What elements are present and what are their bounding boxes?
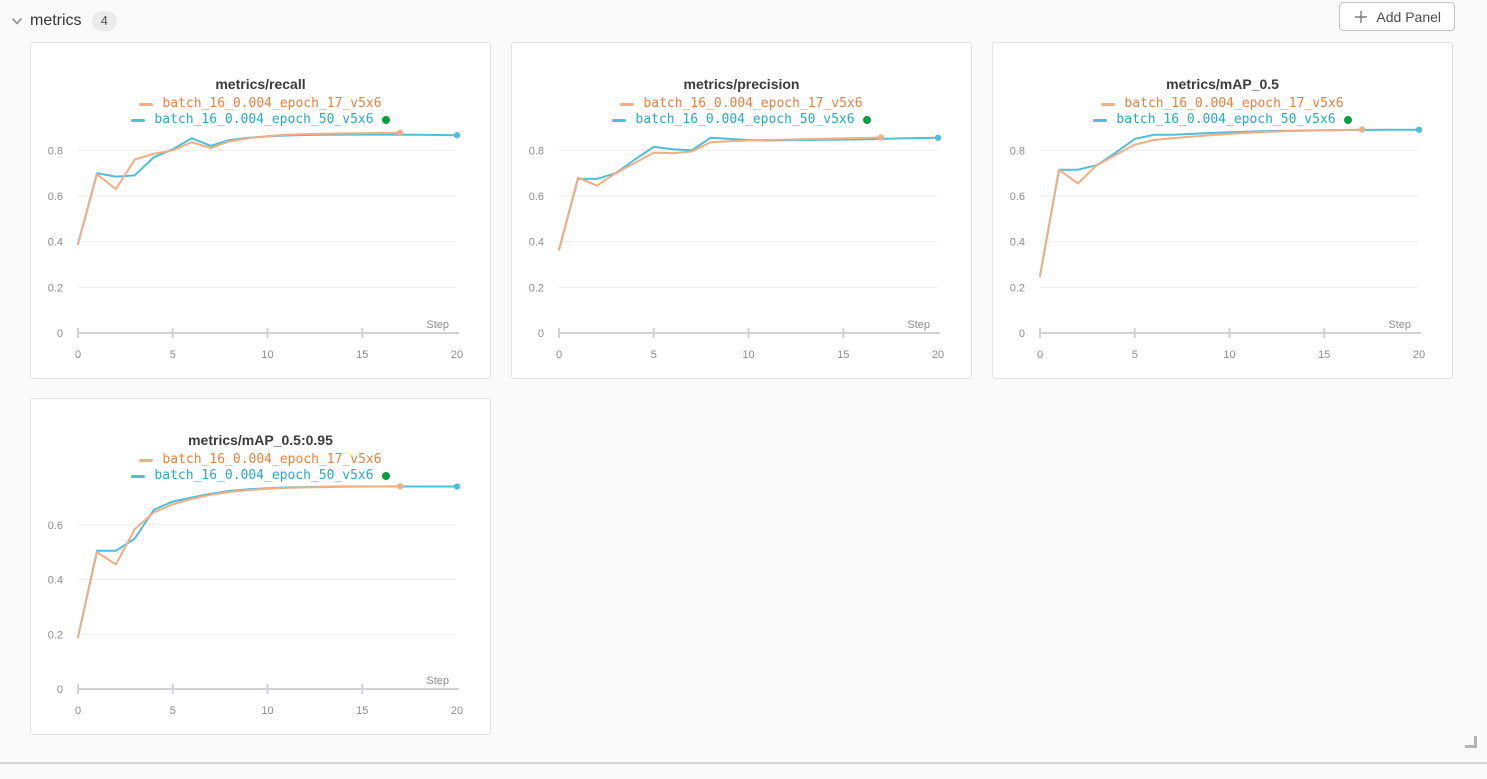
metric-panel[interactable]: metrics/recall batch_16_0.004_epoch_17_v… [30, 42, 491, 379]
section-title: metrics [30, 12, 82, 29]
chart-legend: batch_16_0.004_epoch_17_v5x6 batch_16_0.0… [31, 452, 490, 484]
svg-text:0.4: 0.4 [48, 237, 63, 249]
svg-text:0.4: 0.4 [529, 237, 544, 249]
svg-text:0.4: 0.4 [1010, 237, 1025, 249]
svg-text:20: 20 [932, 349, 944, 361]
panel-count-badge: 4 [91, 11, 117, 31]
legend-line-swatch [131, 118, 146, 122]
legend-run-name: batch_16_0.004_epoch_17_v5x6 [1124, 96, 1344, 111]
legend-line-swatch [620, 102, 635, 106]
svg-text:10: 10 [1223, 349, 1235, 361]
line-chart: 0 0.2 0.4 0.6 0.8 0 5 10 15 20 Step [1010, 126, 1425, 361]
svg-text:15: 15 [356, 349, 368, 361]
svg-text:20: 20 [451, 349, 463, 361]
legend-run-name: batch_16_0.004_epoch_50_v5x6 [154, 468, 374, 483]
line-chart: 0 0.2 0.4 0.6 0.8 0 5 10 15 20 Step [529, 134, 944, 361]
active-run-dot [862, 116, 871, 124]
legend-line-swatch [131, 474, 146, 478]
svg-text:10: 10 [742, 349, 754, 361]
svg-text:10: 10 [261, 349, 273, 361]
legend-run-name: batch_16_0.004_epoch_50_v5x6 [1116, 112, 1336, 127]
chart-title: metrics/recall [215, 76, 306, 92]
section-resize-handle[interactable] [1465, 736, 1477, 748]
svg-text:0: 0 [57, 328, 63, 340]
svg-text:0.6: 0.6 [529, 191, 544, 203]
svg-text:0.4: 0.4 [48, 575, 63, 587]
chevron-down-icon[interactable] [8, 12, 26, 30]
svg-text:0.8: 0.8 [529, 145, 544, 157]
metric-panel[interactable]: metrics/mAP_0.5:0.95 batch_16_0.004_epoc… [30, 398, 491, 735]
svg-text:0: 0 [75, 349, 81, 361]
legend-run-name: batch_16_0.004_epoch_17_v5x6 [162, 452, 382, 467]
svg-text:15: 15 [356, 705, 368, 717]
legend-entry[interactable]: batch_16_0.004_epoch_50_v5x6 [31, 468, 490, 484]
legend-run-name: batch_16_0.004_epoch_50_v5x6 [154, 112, 374, 127]
legend-entry[interactable]: batch_16_0.004_epoch_17_v5x6 [31, 96, 490, 112]
legend-run-name: batch_16_0.004_epoch_17_v5x6 [162, 96, 382, 111]
svg-text:10: 10 [261, 705, 273, 717]
svg-text:0: 0 [1037, 349, 1043, 361]
svg-text:20: 20 [1413, 349, 1425, 361]
chart-legend: batch_16_0.004_epoch_17_v5x6 batch_16_0.0… [993, 96, 1452, 128]
svg-text:5: 5 [651, 349, 657, 361]
svg-text:0: 0 [556, 349, 562, 361]
svg-text:0: 0 [75, 705, 81, 717]
svg-text:0.6: 0.6 [1010, 191, 1025, 203]
active-run-dot [381, 116, 390, 124]
line-chart: 0 0.2 0.4 0.6 0.8 0 5 10 15 20 Step [48, 129, 463, 361]
legend-line-swatch [139, 458, 154, 462]
legend-line-swatch [1093, 118, 1108, 122]
chart-legend: batch_16_0.004_epoch_17_v5x6 batch_16_0.0… [31, 96, 490, 128]
legend-entry[interactable]: batch_16_0.004_epoch_17_v5x6 [31, 452, 490, 468]
svg-text:0.2: 0.2 [529, 282, 544, 294]
svg-text:0.2: 0.2 [48, 629, 63, 641]
x-axis-label: Step [907, 319, 930, 331]
svg-text:0: 0 [57, 684, 63, 696]
svg-text:0.6: 0.6 [48, 191, 63, 203]
section-divider [0, 762, 1487, 764]
legend-run-name: batch_16_0.004_epoch_50_v5x6 [635, 112, 855, 127]
legend-entry[interactable]: batch_16_0.004_epoch_50_v5x6 [31, 112, 490, 128]
chart-title: metrics/precision [683, 76, 800, 92]
svg-text:0.2: 0.2 [1010, 282, 1025, 294]
svg-text:5: 5 [170, 349, 176, 361]
plus-icon [1353, 9, 1369, 25]
add-panel-label: Add Panel [1376, 8, 1441, 25]
svg-text:20: 20 [451, 705, 463, 717]
legend-entry[interactable]: batch_16_0.004_epoch_17_v5x6 [512, 96, 971, 112]
metric-panel[interactable]: metrics/precision batch_16_0.004_epoch_1… [511, 42, 972, 379]
svg-text:0.8: 0.8 [48, 145, 63, 157]
legend-line-swatch [612, 118, 627, 122]
svg-text:0: 0 [1019, 328, 1025, 340]
legend-entry[interactable]: batch_16_0.004_epoch_50_v5x6 [993, 112, 1452, 128]
line-chart: 0 0.2 0.4 0.6 0 5 10 15 20 Step [48, 483, 463, 717]
legend-entry[interactable]: batch_16_0.004_epoch_50_v5x6 [512, 112, 971, 128]
section-header: metrics 4 Add Panel [0, 0, 1487, 42]
svg-text:0: 0 [538, 328, 544, 340]
active-run-dot [381, 472, 390, 480]
add-panel-button[interactable]: Add Panel [1339, 2, 1455, 31]
legend-run-name: batch_16_0.004_epoch_17_v5x6 [643, 96, 863, 111]
active-run-dot [1343, 116, 1352, 124]
x-axis-label: Step [1388, 319, 1411, 331]
legend-entry[interactable]: batch_16_0.004_epoch_17_v5x6 [993, 96, 1452, 112]
legend-line-swatch [1101, 102, 1116, 106]
legend-line-swatch [139, 102, 154, 106]
svg-text:0.8: 0.8 [1010, 145, 1025, 157]
panel-grid: metrics/recall batch_16_0.004_epoch_17_v… [30, 42, 1453, 735]
svg-text:5: 5 [1132, 349, 1138, 361]
chart-title: metrics/mAP_0.5 [1166, 76, 1279, 92]
svg-text:15: 15 [1318, 349, 1330, 361]
svg-text:15: 15 [837, 349, 849, 361]
svg-text:0.6: 0.6 [48, 520, 63, 532]
svg-text:5: 5 [170, 705, 176, 717]
metric-panel[interactable]: metrics/mAP_0.5 batch_16_0.004_epoch_17_… [992, 42, 1453, 379]
x-axis-label: Step [426, 319, 449, 331]
svg-text:0.2: 0.2 [48, 282, 63, 294]
x-axis-label: Step [426, 675, 449, 687]
chart-title: metrics/mAP_0.5:0.95 [188, 432, 333, 448]
chart-legend: batch_16_0.004_epoch_17_v5x6 batch_16_0.0… [512, 96, 971, 128]
